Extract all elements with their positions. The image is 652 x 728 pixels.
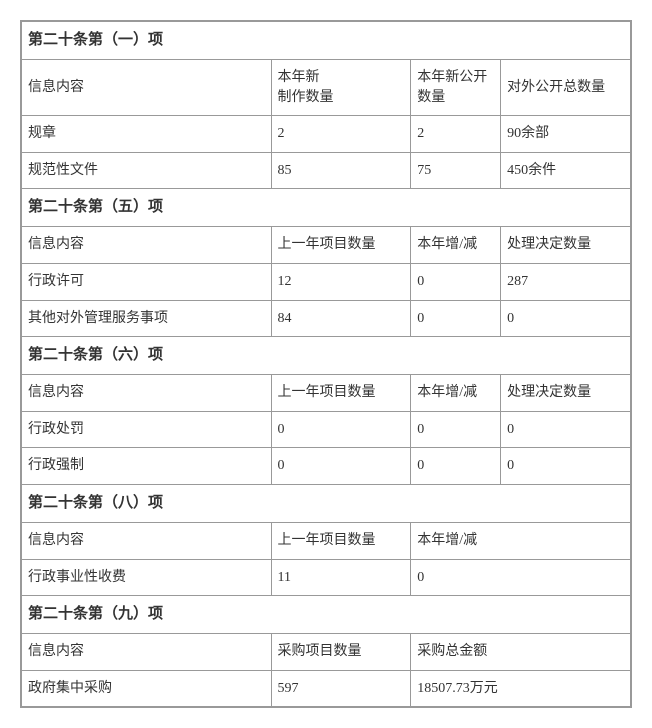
- table-row: 行政处罚 0 0 0: [22, 411, 631, 448]
- table-row: 行政事业性收费 11 0: [22, 559, 631, 596]
- cell-value: 12: [271, 263, 411, 300]
- cell-value: 287: [501, 263, 631, 300]
- col-header: 本年新 制作数量: [271, 60, 411, 116]
- cell-label: 行政许可: [22, 263, 272, 300]
- cell-value: 0: [501, 300, 631, 337]
- cell-value: 0: [271, 411, 411, 448]
- col-header: 本年增/减: [411, 375, 501, 412]
- column-header-row: 信息内容 上一年项目数量 本年增/减 处理决定数量: [22, 375, 631, 412]
- col-header: 对外公开总数量: [501, 60, 631, 116]
- cell-value: 75: [411, 152, 501, 189]
- section-header-row: 第二十条第（九）项: [22, 596, 631, 634]
- table-row: 规范性文件 85 75 450余件: [22, 152, 631, 189]
- col-header: 本年新公开数量: [411, 60, 501, 116]
- cell-value: 0: [411, 559, 631, 596]
- section-header-row: 第二十条第（五）项: [22, 189, 631, 227]
- col-header: 处理决定数量: [501, 227, 631, 264]
- cell-label: 行政强制: [22, 448, 272, 485]
- section-title: 第二十条第（六）项: [22, 337, 631, 375]
- cell-value: 0: [271, 448, 411, 485]
- column-header-row: 信息内容 上一年项目数量 本年增/减 处理决定数量: [22, 227, 631, 264]
- section-header-row: 第二十条第（一）项: [22, 22, 631, 60]
- table-row: 政府集中采购 597 18507.73万元: [22, 670, 631, 707]
- col-header: 信息内容: [22, 522, 272, 559]
- table-row: 行政强制 0 0 0: [22, 448, 631, 485]
- column-header-row: 信息内容 本年新 制作数量 本年新公开数量 对外公开总数量: [22, 60, 631, 116]
- cell-value: 2: [271, 116, 411, 153]
- cell-value: 0: [411, 411, 501, 448]
- col-header: 上一年项目数量: [271, 522, 411, 559]
- cell-label: 规章: [22, 116, 272, 153]
- section-title: 第二十条第（九）项: [22, 596, 631, 634]
- cell-value: 0: [501, 448, 631, 485]
- cell-value: 597: [271, 670, 411, 707]
- cell-value: 85: [271, 152, 411, 189]
- cell-value: 11: [271, 559, 411, 596]
- col-header: 采购总金额: [411, 634, 631, 671]
- cell-label: 政府集中采购: [22, 670, 272, 707]
- info-disclosure-table: 第二十条第（一）项 信息内容 本年新 制作数量 本年新公开数量 对外公开总数量 …: [20, 20, 632, 708]
- col-header: 上一年项目数量: [271, 375, 411, 412]
- col-header: 信息内容: [22, 634, 272, 671]
- cell-value: 2: [411, 116, 501, 153]
- col-header: 采购项目数量: [271, 634, 411, 671]
- col-header: 处理决定数量: [501, 375, 631, 412]
- cell-value: 90余部: [501, 116, 631, 153]
- column-header-row: 信息内容 上一年项目数量 本年增/减: [22, 522, 631, 559]
- table-row: 其他对外管理服务事项 84 0 0: [22, 300, 631, 337]
- col-header: 上一年项目数量: [271, 227, 411, 264]
- section-title: 第二十条第（五）项: [22, 189, 631, 227]
- column-header-row: 信息内容 采购项目数量 采购总金额: [22, 634, 631, 671]
- cell-value: 450余件: [501, 152, 631, 189]
- cell-value: 84: [271, 300, 411, 337]
- col-header: 信息内容: [22, 227, 272, 264]
- section-title: 第二十条第（八）项: [22, 484, 631, 522]
- cell-label: 规范性文件: [22, 152, 272, 189]
- col-header: 信息内容: [22, 375, 272, 412]
- section-title: 第二十条第（一）项: [22, 22, 631, 60]
- table-row: 规章 2 2 90余部: [22, 116, 631, 153]
- section-header-row: 第二十条第（八）项: [22, 484, 631, 522]
- section-header-row: 第二十条第（六）项: [22, 337, 631, 375]
- cell-label: 其他对外管理服务事项: [22, 300, 272, 337]
- col-header: 本年增/减: [411, 522, 631, 559]
- cell-value: 0: [411, 263, 501, 300]
- cell-label: 行政处罚: [22, 411, 272, 448]
- table-row: 行政许可 12 0 287: [22, 263, 631, 300]
- cell-value: 0: [411, 448, 501, 485]
- col-header: 本年增/减: [411, 227, 501, 264]
- col-header: 信息内容: [22, 60, 272, 116]
- cell-value: 0: [411, 300, 501, 337]
- cell-value: 0: [501, 411, 631, 448]
- cell-value: 18507.73万元: [411, 670, 631, 707]
- cell-label: 行政事业性收费: [22, 559, 272, 596]
